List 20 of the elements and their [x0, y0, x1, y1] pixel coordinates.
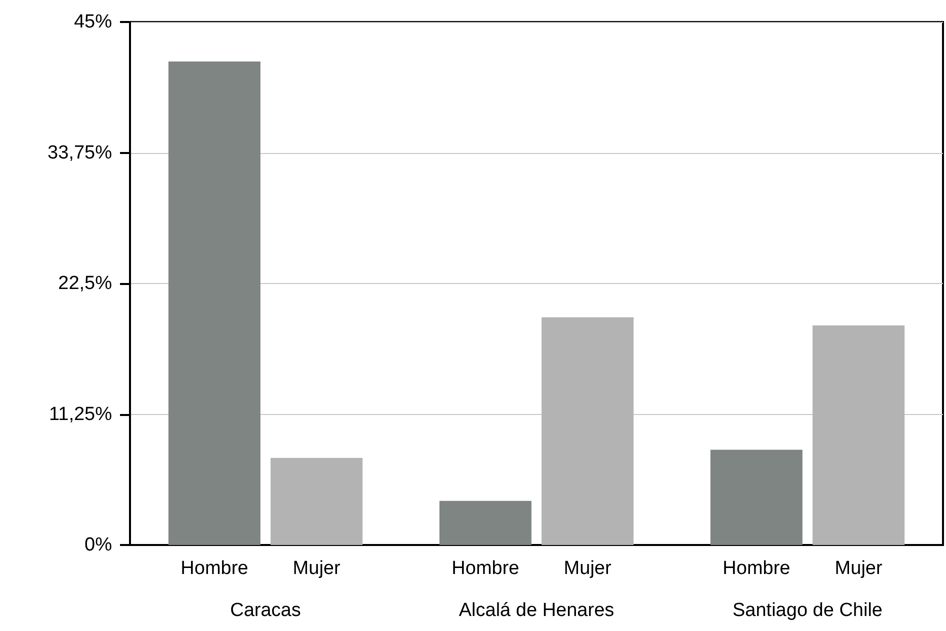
bar: [168, 62, 260, 545]
y-tick-label: 33,75%: [48, 142, 112, 164]
y-tick-label: 45%: [74, 12, 112, 32]
series-label: Mujer: [292, 558, 341, 579]
x-tick-label: Santiago de Chile: [732, 600, 882, 621]
bar: [270, 458, 363, 545]
y-tick-label: 11,25%: [48, 404, 112, 425]
y-tick-label: 0%: [84, 534, 112, 556]
bar: [542, 317, 634, 545]
text: Mujer: [564, 558, 612, 579]
x-tick-label: Caracas: [230, 600, 301, 621]
bar: [710, 450, 802, 545]
y-tick-label: 22,5%: [58, 273, 112, 294]
text: Hombre: [452, 558, 520, 579]
bar: [439, 500, 532, 545]
series-label: Hombre: [180, 558, 248, 579]
text: Mujer: [834, 558, 882, 579]
x-tick-label: Alcalá de Henares: [458, 600, 614, 621]
text: Hombre: [722, 558, 790, 579]
bar: [812, 325, 905, 545]
